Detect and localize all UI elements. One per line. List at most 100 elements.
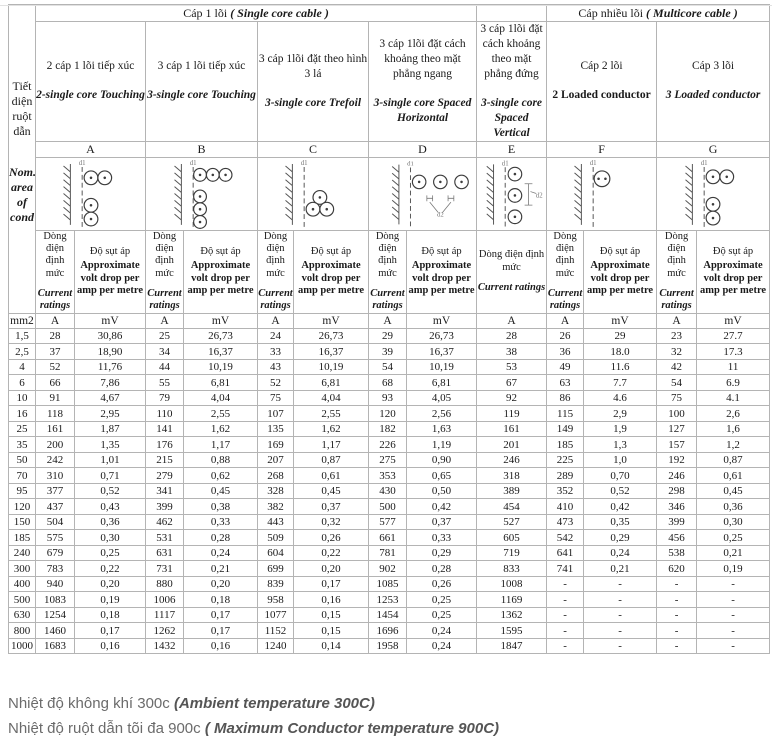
volt-drop-value-B: 1,17 [183,436,258,453]
area-value: 185 [8,529,36,546]
letter-F: F [546,140,658,158]
current-value-F: - [546,606,585,624]
unit-area: mm2 [8,312,36,329]
area-value: 240 [8,544,36,562]
current-value-G: 100 [656,405,698,422]
current-value-E: 527 [476,513,548,531]
desc-col-A: 2 cáp 1 lõi tiếp xúc 2-single core Touch… [35,21,146,142]
current-value-A: 66 [35,374,75,391]
table-row: 150 504 0,36 462 0,33 443 0,32 577 0,37 527 473 0,3… [8,513,771,531]
current-value-E: 454 [476,498,548,515]
current-value-A: 1083 [35,591,75,608]
table-row: 25 161 1,87 141 1,62 135 1,62 182 1,63 161 149 1,9 1… [8,420,771,438]
current-value-A: 310 [35,467,75,484]
volt-drop-value-D: 1,63 [405,420,478,438]
diagram-three-core-cable: d1 [656,156,771,231]
current-value-D: 1085 [368,575,407,593]
desc-col-C: 3 cáp 1lõi đặt theo hình 3 lá 3-single c… [257,21,369,142]
volt-drop-value-G: 1,2 [696,436,771,453]
current-value-A: 28 [35,327,75,345]
current-value-F: 36 [546,343,585,360]
current-ratings-vi: Dòng điện định mức [263,230,288,279]
desc-F-en: 2 Loaded conductor [552,89,651,102]
volt-drop-value-B: 1,62 [183,420,258,438]
current-value-B: 631 [145,544,184,562]
volt-drop-value-B: 0,17 [183,606,258,624]
current-value-G: - [656,575,698,593]
volt-drop-en: Approximate volt drop per amp per metre [187,260,254,297]
volt-drop-value-B: 16,37 [183,343,258,360]
volt-drop-value-G: 1,6 [696,420,771,438]
desc-C-en: 3-single core Trefoil [264,96,362,109]
current-value-F: 473 [546,513,585,531]
table-row: 120 437 0,43 399 0,38 382 0,37 500 0,42 454 410 0,4… [8,498,771,515]
table-row: 630 1254 0,18 1117 0,17 1077 0,15 1454 0,25 1362-… [8,606,771,624]
volt-drop-value-A: 18,90 [74,343,146,360]
table-row: 1,5 28 30,86 25 26,73 24 26,73 29 26,73 28 26 29 23 2… [8,327,771,345]
volt-drop-value-B: 0,62 [183,467,258,484]
current-value-C: 75 [257,389,294,407]
ratings-header-row: Dòng điện định mức Current ratings Độ sụt … [9,229,771,314]
volt-drop-value-G: 0,21 [696,544,771,562]
current-value-A: 242 [35,451,75,469]
current-value-D: 781 [368,544,407,562]
current-value-C: 268 [257,467,294,484]
unit-current-C: A [257,312,294,329]
volt-drop-vi: Độ sụt áp [712,245,754,257]
current-value-C: 509 [257,529,294,546]
current-value-G: - [656,637,698,655]
area-value: 25 [8,420,36,438]
current-ratings-en: Current ratings [659,288,694,312]
area-value: 2,5 [8,343,36,360]
current-value-G: 538 [656,544,698,562]
current-value-G: 399 [656,513,698,531]
current-ratings-vi: Dòng điện định mức [375,230,400,279]
volt-drop-value-A: 0,25 [74,544,146,562]
volt-drop-value-G: - [696,575,771,593]
current-value-B: 55 [145,374,184,391]
volt-drop-en: Approximate volt drop per amp per metre [586,260,654,297]
desc-col-F: Cáp 2 lõi 2 Loaded conductor [546,21,658,142]
volt-drop-value-C: 0,17 [293,575,369,593]
volt-drop-value-A: 1,35 [74,436,146,453]
unit-current-E: A [476,312,548,329]
current-value-D: 93 [368,389,407,407]
volt-drop-value-B: 0,33 [183,513,258,531]
volt-drop-value-D: 0,33 [405,529,478,546]
current-value-D: 182 [368,420,407,438]
volt-drop-value-D: 0,65 [405,467,478,484]
cable-ratings-table: Tiết diện ruột dẫn Nom. area of cond Cáp… [8,4,771,655]
wall-distance-label: d1 [301,160,308,167]
volt-drop-value-F: - [583,637,658,655]
volt-drop-en: Approximate volt drop per amp per metre [699,260,767,297]
spacing-label: d2 [436,212,443,219]
current-value-C: 33 [257,343,294,360]
current-value-C: 1152 [257,622,294,639]
current-value-C: 1077 [257,606,294,624]
current-value-D: 120 [368,405,407,422]
volt-drop-header-F: Độ sụt áp Approximate volt drop per amp p… [583,229,658,314]
current-value-E: 318 [476,467,548,484]
current-value-G: 246 [656,467,698,484]
table-row: 1000 1683 0,16 1432 0,16 1240 0,14 1958 0,24 1847… [8,637,771,655]
table-row: 95 377 0,52 341 0,45 328 0,45 430 0,50 389 352 0,52… [8,482,771,500]
current-value-E: 1847 [476,637,548,655]
current-value-C: 43 [257,358,294,376]
current-ratings-en: Current ratings [147,288,182,312]
current-value-D: 500 [368,498,407,515]
volt-drop-value-C: 1,62 [293,420,369,438]
current-value-B: 25 [145,327,184,345]
current-value-G: - [656,591,698,608]
desc-col-E: 3 cáp 1lõi đặt cách khoảng theo mặt phẳn… [476,21,548,142]
volt-drop-header-C: Độ sụt áp Approximate volt drop per amp p… [293,229,369,314]
current-value-E: 389 [476,482,548,500]
unit-current-D: A [368,312,407,329]
single-core-vi: Cáp 1 lõi [183,5,231,20]
volt-drop-value-G: - [696,637,771,655]
current-value-F: - [546,637,585,655]
current-value-A: 200 [35,436,75,453]
volt-drop-value-C: 2,55 [293,405,369,422]
page-top-rule [0,5,772,6]
table-row: 300 783 0,22 731 0,21 699 0,20 902 0,28 833 741 0,2… [8,560,771,577]
